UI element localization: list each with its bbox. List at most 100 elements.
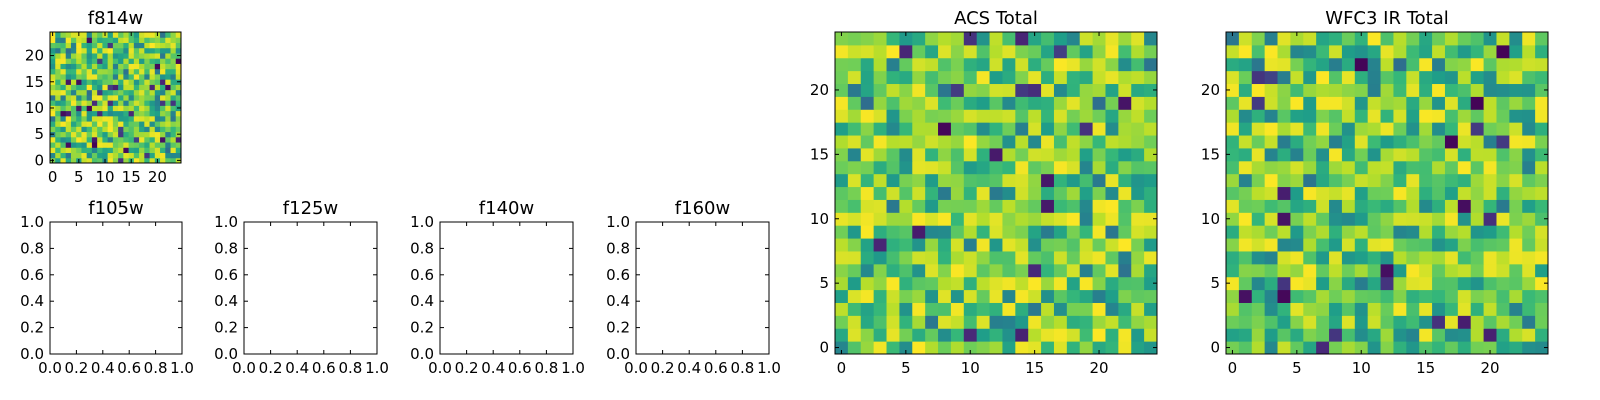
- heatmap-cell: [55, 63, 61, 70]
- heatmap-cell: [149, 32, 156, 38]
- x-tick-label: 0.6: [704, 359, 728, 377]
- heatmap-cell: [1238, 44, 1253, 59]
- heatmap-cell: [1015, 109, 1029, 123]
- heatmap-cell: [102, 136, 109, 143]
- panel-title: f814w: [88, 8, 143, 29]
- heatmap-cell: [154, 52, 161, 59]
- heatmap-cell: [860, 160, 875, 175]
- heatmap-cell: [1329, 263, 1343, 278]
- heatmap-cell: [149, 115, 156, 122]
- heatmap-cell: [1290, 199, 1304, 213]
- heatmap-cell: [107, 152, 114, 159]
- heatmap-cell: [65, 58, 72, 64]
- heatmap-cell: [1264, 289, 1279, 303]
- heatmap-cell: [60, 126, 67, 133]
- heatmap-cell: [133, 131, 140, 138]
- heatmap-cell: [1015, 212, 1029, 226]
- heatmap-cell: [938, 122, 952, 136]
- heatmap-cell: [1002, 302, 1016, 316]
- heatmap-cell: [886, 263, 900, 278]
- heatmap-cell: [144, 37, 151, 43]
- heatmap-cell: [65, 105, 72, 112]
- heatmap-cell: [86, 136, 93, 143]
- heatmap-cell: [1131, 341, 1145, 355]
- heatmap-cell: [123, 100, 130, 106]
- x-tick-label: 0.6: [312, 359, 336, 377]
- heatmap-cell: [55, 52, 61, 59]
- heatmap-cell: [1367, 135, 1382, 149]
- heatmap-cell: [160, 147, 166, 154]
- heatmap-cell: [925, 263, 939, 278]
- heatmap-cell: [55, 84, 61, 91]
- heatmap-cell: [1496, 160, 1510, 175]
- heatmap-cell: [950, 160, 965, 175]
- heatmap-cell: [976, 186, 991, 200]
- heatmap-cell: [1419, 238, 1433, 252]
- heatmap-cell: [963, 109, 978, 123]
- heatmap-cell: [1066, 315, 1081, 329]
- heatmap-cell: [1329, 186, 1343, 200]
- heatmap-cell: [989, 238, 1003, 252]
- heatmap-cell: [1079, 160, 1094, 175]
- heatmap-cell: [925, 302, 939, 316]
- heatmap-cell: [1354, 186, 1369, 200]
- heatmap-cell: [1406, 32, 1420, 46]
- heatmap-cell: [847, 135, 862, 149]
- heatmap-cell: [1277, 44, 1291, 59]
- heatmap-cell: [1380, 109, 1394, 123]
- heatmap-cell: [938, 83, 952, 97]
- heatmap-cell: [1419, 212, 1433, 226]
- heatmap-cell: [144, 100, 151, 106]
- heatmap-cell: [873, 83, 888, 97]
- heatmap-cell: [112, 136, 119, 143]
- heatmap-cell: [1131, 186, 1145, 200]
- heatmap-cell: [1264, 44, 1279, 59]
- heatmap-cell: [1341, 186, 1356, 200]
- heatmap-cell: [1522, 276, 1536, 291]
- heatmap-cell: [938, 57, 952, 72]
- heatmap-cell: [1144, 289, 1158, 303]
- heatmap-cell: [1238, 238, 1253, 252]
- y-tick-label: 0.8: [20, 239, 44, 257]
- heatmap-cell: [91, 52, 98, 59]
- heatmap-cell: [160, 131, 166, 138]
- heatmap-cell: [847, 302, 862, 316]
- heatmap-cell: [963, 199, 978, 213]
- heatmap-cell: [1015, 302, 1029, 316]
- heatmap-cell: [1444, 225, 1459, 239]
- heatmap-cell: [938, 135, 952, 149]
- heatmap-cell: [1535, 212, 1549, 226]
- heatmap-cell: [144, 131, 151, 138]
- heatmap-cell: [835, 250, 849, 265]
- heatmap-cell: [139, 47, 145, 54]
- heatmap-cell: [1131, 199, 1145, 213]
- heatmap-cell: [1015, 147, 1029, 162]
- heatmap-cell: [1393, 147, 1407, 162]
- heatmap-cell: [55, 68, 61, 75]
- heatmap-cell: [112, 131, 119, 138]
- heatmap-cell: [1406, 147, 1420, 162]
- heatmap-cell: [1092, 186, 1106, 200]
- heatmap-cell: [1393, 341, 1407, 355]
- heatmap-cell: [989, 212, 1003, 226]
- heatmap-cell: [1226, 122, 1240, 136]
- heatmap-cell: [1380, 225, 1394, 239]
- heatmap-cell: [91, 63, 98, 70]
- heatmap-cell: [65, 42, 72, 49]
- heatmap-cell: [65, 136, 72, 143]
- heatmap-cell: [65, 147, 72, 154]
- axes-frame: [243, 221, 378, 355]
- heatmap-cell: [1496, 96, 1510, 110]
- heatmap-cell: [1354, 276, 1369, 291]
- heatmap-cell: [1444, 44, 1459, 59]
- heatmap-cell: [938, 225, 952, 239]
- heatmap-cell: [1316, 276, 1330, 291]
- heatmap-cell: [1028, 263, 1042, 278]
- heatmap-cell: [1264, 276, 1279, 291]
- heatmap-cell: [1354, 250, 1369, 265]
- heatmap-cell: [112, 142, 119, 148]
- heatmap-cell: [989, 83, 1003, 97]
- heatmap-cell: [1290, 328, 1304, 342]
- heatmap-cell: [160, 73, 166, 80]
- heatmap-cell: [1041, 289, 1055, 303]
